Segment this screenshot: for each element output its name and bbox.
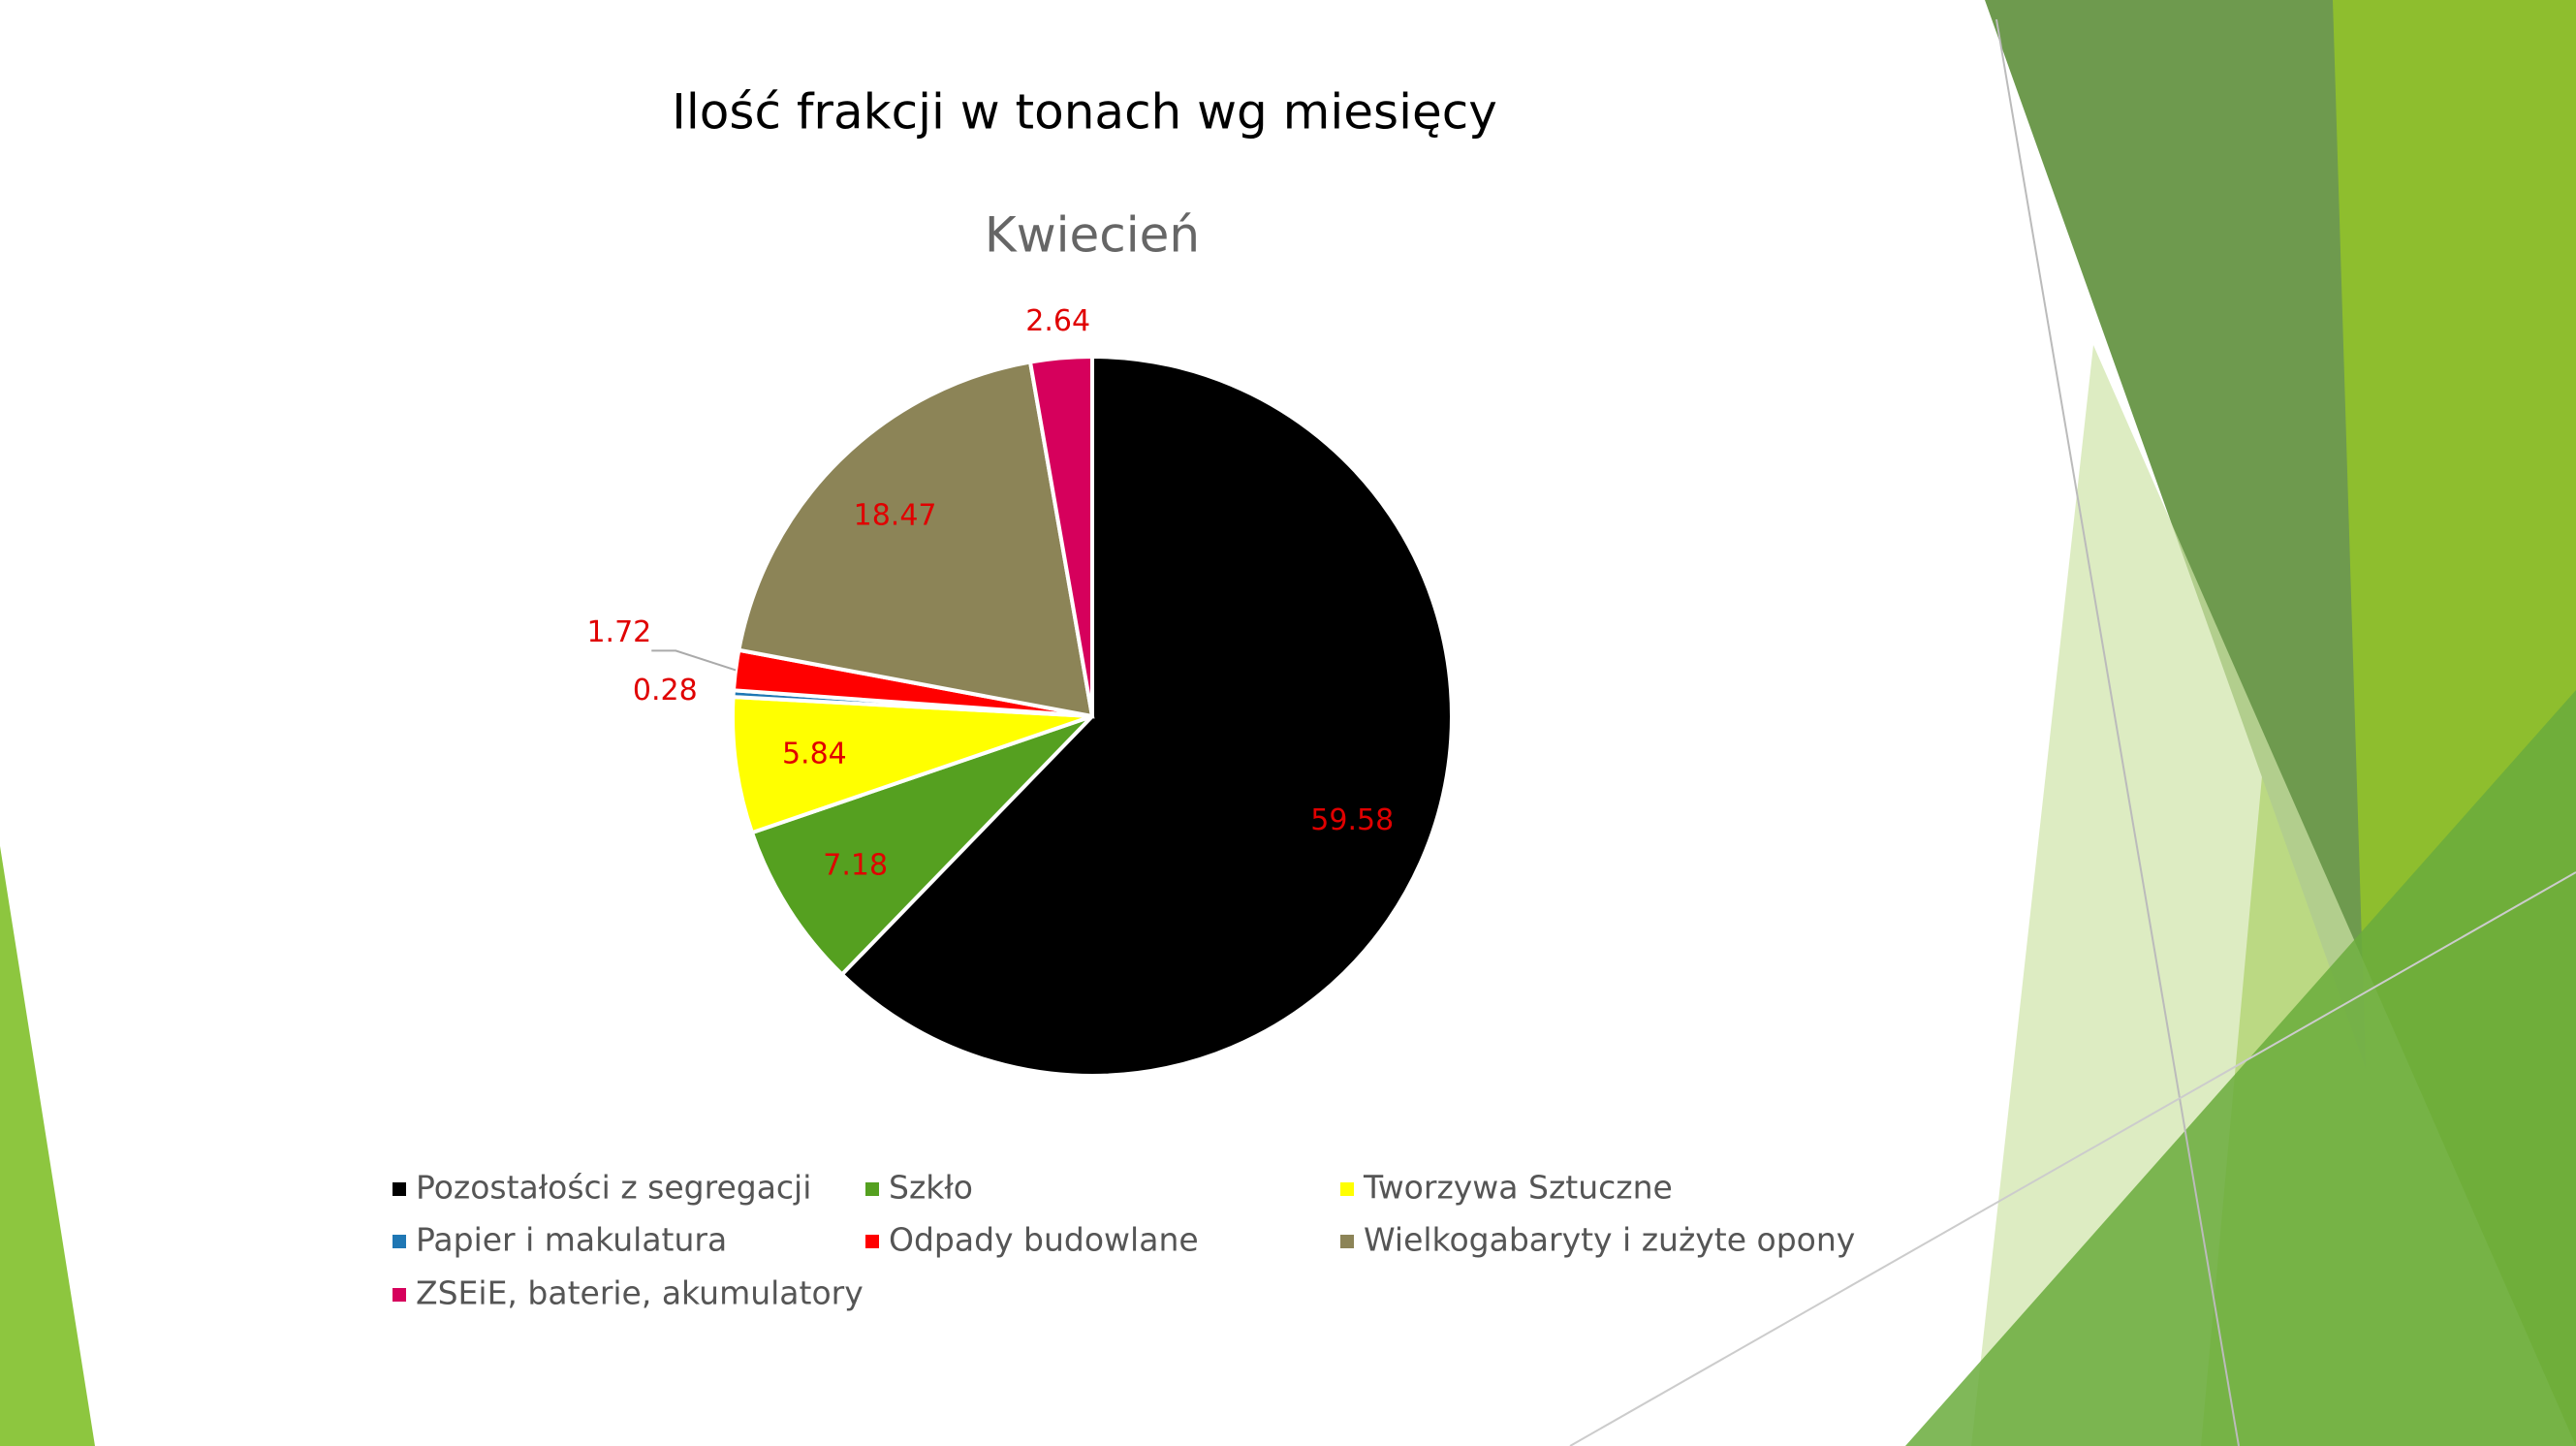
deco-band <box>0 846 95 1446</box>
pie-slice <box>749 714 1094 978</box>
slide-title: Ilość frakcji w tonach wg miesięcy <box>672 84 1497 141</box>
chart-title: Kwiecień <box>985 207 1200 264</box>
legend-swatch <box>393 1235 406 1248</box>
legend: Pozostałości z segregacji Szkło Tworzywa S… <box>393 1169 1855 1312</box>
pie: 59.58 7.18 5.84 0.28 1.72 18.47 2.64 <box>586 304 1454 1078</box>
data-label: 1.72 <box>586 615 651 649</box>
legend-label: Wielkogabaryty i zużyte opony <box>1364 1221 1855 1259</box>
data-label: 18.47 <box>854 499 937 533</box>
data-label: 59.58 <box>1310 803 1394 837</box>
legend-label: Szkło <box>889 1169 973 1207</box>
leader-line <box>651 649 737 672</box>
legend-swatch <box>1340 1235 1354 1248</box>
legend-swatch <box>393 1182 406 1196</box>
legend-label: Pozostałości z segregacji <box>416 1169 811 1207</box>
data-label: 0.28 <box>633 674 698 707</box>
data-label: 2.64 <box>1025 304 1090 338</box>
legend-swatch <box>865 1235 879 1248</box>
legend-swatch <box>393 1288 406 1302</box>
pie-slice <box>736 360 1095 719</box>
data-label: 7.18 <box>823 849 888 883</box>
legend-swatch <box>865 1182 879 1196</box>
deco-line <box>1569 871 2576 1446</box>
legend-label: Odpady budowlane <box>889 1221 1199 1259</box>
legend-label: Tworzywa Sztuczne <box>1363 1169 1673 1207</box>
data-label: 5.84 <box>782 737 847 770</box>
deco-line <box>1995 18 2240 1446</box>
legend-label: Papier i makulatura <box>416 1221 727 1259</box>
legend-label: ZSEiE, baterie, akumulatory <box>416 1274 864 1312</box>
pie-slice <box>1027 354 1094 717</box>
pie-slice <box>838 354 1454 1078</box>
pie-slice <box>731 694 1093 835</box>
deco-band <box>1905 690 2576 1446</box>
legend-swatch <box>1340 1182 1354 1196</box>
